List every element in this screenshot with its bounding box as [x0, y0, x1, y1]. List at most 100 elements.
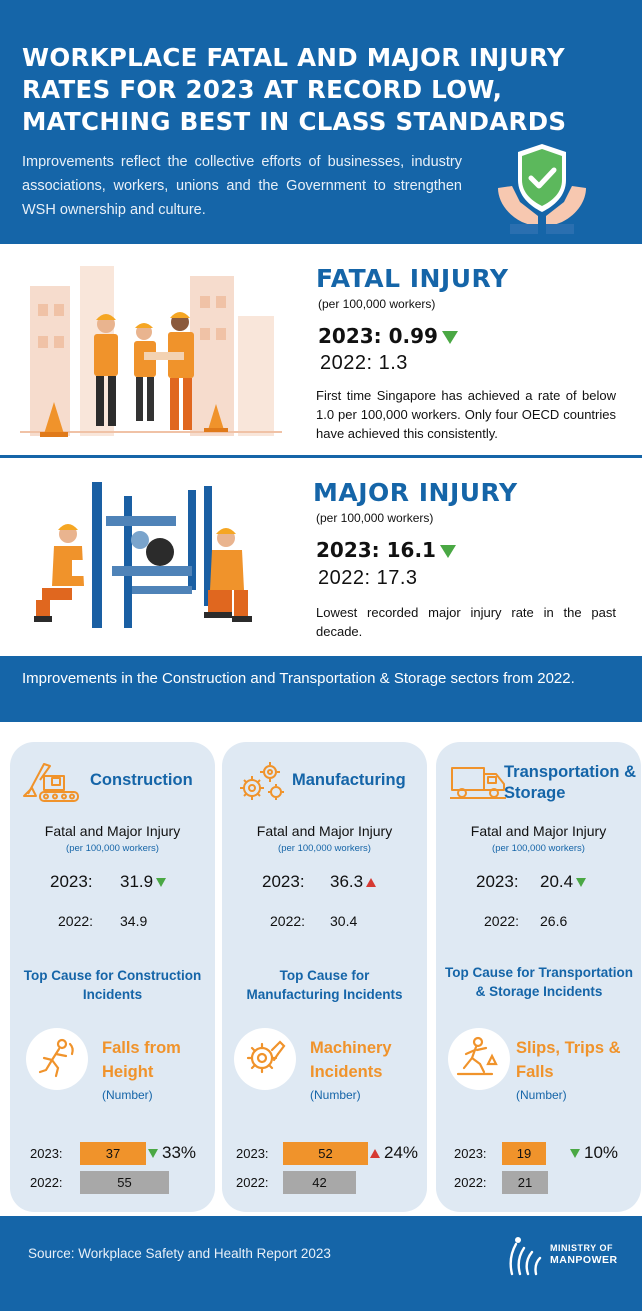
header-subtitle: Improvements reflect the collective effo…: [22, 154, 462, 218]
machinery-workers-illustration: [34, 482, 252, 628]
fatal-injury-section: FATAL INJURY (per 100,000 workers) 2023:…: [0, 244, 642, 456]
sector-card-transportation: Transportation & Storage Fatal and Major…: [436, 742, 641, 1212]
major-description: Lowest recorded major injury rate in the…: [316, 605, 616, 639]
cause-name: Machinery Incidents: [310, 1039, 392, 1081]
down-arrow-icon: [570, 1149, 580, 1159]
cause-name: Falls from Height: [102, 1039, 181, 1081]
sector-name: Manufacturing: [292, 771, 406, 789]
down-arrow-icon: [148, 1149, 158, 1159]
pct-change-value: 33%: [162, 1143, 197, 1162]
bar-2022-label: 2022:: [454, 1175, 487, 1190]
fmi-per-line: (per 100,000 workers): [66, 843, 159, 854]
falling-person-icon: [38, 1038, 74, 1078]
top-cause-label: Top Cause for Construction Incidents: [23, 968, 202, 1002]
bar-2022: 42: [283, 1171, 356, 1194]
major-2022-stat: 2022: 17.3: [318, 567, 418, 589]
fatal-injury-title: FATAL INJURY: [316, 264, 509, 293]
bar-2023-label: 2023:: [454, 1146, 487, 1161]
fatal-2023-value: 2023: 0.99: [318, 324, 438, 348]
sector-card-construction: Construction Fatal and Major Injury (per…: [10, 742, 215, 1212]
truck-icon: [450, 767, 506, 799]
fmi-2022-value: 34.9: [120, 913, 148, 929]
fmi-2022-value: 26.6: [540, 913, 568, 929]
bar-2023-label: 2023:: [236, 1146, 269, 1161]
improvements-band: Improvements in the Construction and Tra…: [0, 656, 642, 722]
number-label: (Number): [102, 1088, 153, 1102]
source-text: Source: Workplace Safety and Health Repo…: [28, 1246, 331, 1261]
fatal-2023-stat: 2023: 0.99: [318, 324, 458, 348]
pct-change: 10%: [570, 1143, 618, 1163]
gears-icon: [240, 762, 284, 800]
fmi-2022-label: 2022:: [484, 913, 520, 929]
fmi-2022-value: 30.4: [330, 913, 358, 929]
fmi-2022-label: 2022:: [58, 913, 94, 929]
up-arrow-icon: [370, 1149, 380, 1159]
fmi-label: Fatal and Major Injury: [470, 823, 607, 839]
bar-2022: 21: [502, 1171, 548, 1194]
fmi-label: Fatal and Major Injury: [44, 823, 181, 839]
cause-icon-circle: [234, 1028, 296, 1090]
down-arrow-icon: [576, 878, 587, 888]
logo-line-1: MINISTRY OF: [550, 1243, 614, 1253]
logo-text: MINISTRY OF MANPOWER: [550, 1242, 618, 1266]
bar-2023: 37: [80, 1142, 146, 1165]
bar-2022: 55: [80, 1171, 169, 1194]
down-arrow-icon: [156, 878, 167, 888]
bar-2022-label: 2022:: [30, 1175, 63, 1190]
sector-card-manufacturing: Manufacturing Fatal and Major Injury (pe…: [222, 742, 427, 1212]
page-title: WORKPLACE FATAL AND MAJOR INJURY RATES F…: [22, 42, 632, 138]
shield-check-hands-icon: [498, 144, 586, 234]
title-line-3: MATCHING BEST IN CLASS STANDARDS: [22, 107, 567, 136]
fmi-2022-label: 2022:: [270, 913, 306, 929]
sector-name: Transportation & Storage: [504, 763, 637, 802]
fmi-per-line: (per 100,000 workers): [492, 843, 585, 854]
fmi-2023-label: 2023:: [50, 872, 93, 891]
major-2023-value: 2023: 16.1: [316, 538, 436, 562]
bar-2023: 52: [283, 1142, 368, 1165]
slipping-person-icon: [456, 1036, 498, 1076]
up-arrow-icon: [366, 878, 377, 888]
fmi-2023-label: 2023:: [476, 872, 519, 891]
construction-workers-illustration: [20, 266, 282, 437]
pct-change: 24%: [370, 1143, 418, 1163]
major-per-line: (per 100,000 workers): [316, 511, 434, 525]
number-label: (Number): [310, 1088, 361, 1102]
fmi-2023-value: 36.3: [330, 872, 364, 891]
logo-line-2: MANPOWER: [550, 1254, 618, 1266]
bar-2023-label: 2023:: [30, 1146, 63, 1161]
sector-cards: Construction Fatal and Major Injury (per…: [0, 722, 642, 1216]
pct-change-value: 24%: [384, 1143, 419, 1162]
top-cause-label: Top Cause for Manufacturing Incidents: [246, 968, 403, 1002]
pct-change-value: 10%: [584, 1143, 619, 1162]
fatal-per-line: (per 100,000 workers): [318, 297, 436, 311]
fatal-description: First time Singapore has achieved a rate…: [316, 388, 616, 441]
fatal-2022-stat: 2022: 1.3: [320, 352, 408, 374]
bar-2022-label: 2022:: [236, 1175, 269, 1190]
fmi-2023-value: 20.4: [540, 872, 574, 891]
mom-logo-icon: [509, 1237, 542, 1276]
fmi-2023-stat: 20.4: [540, 872, 587, 892]
footer: Source: Workplace Safety and Health Repo…: [0, 1216, 642, 1311]
header-banner: WORKPLACE FATAL AND MAJOR INJURY RATES F…: [0, 0, 642, 244]
cause-icon-circle: [448, 1028, 510, 1090]
excavator-icon: [23, 763, 79, 802]
section-divider: [0, 455, 642, 458]
fmi-label: Fatal and Major Injury: [256, 823, 393, 839]
improvements-text: Improvements in the Construction and Tra…: [22, 670, 575, 687]
cause-name: Slips, Trips & Falls: [516, 1039, 621, 1081]
major-2023-stat: 2023: 16.1: [316, 538, 456, 562]
sector-name: Construction: [90, 771, 193, 789]
cause-icon-circle: [26, 1028, 88, 1090]
major-injury-title: MAJOR INJURY: [313, 478, 518, 507]
number-label: (Number): [516, 1088, 567, 1102]
fmi-2023-label: 2023:: [262, 872, 305, 891]
top-cause-label: Top Cause for Transportation & Storage I…: [444, 965, 633, 999]
fmi-2023-stat: 36.3: [330, 872, 377, 892]
fmi-per-line: (per 100,000 workers): [278, 843, 371, 854]
title-line-2: RATES FOR 2023 AT RECORD LOW,: [22, 75, 503, 104]
fmi-2023-value: 31.9: [120, 872, 154, 891]
major-injury-section: MAJOR INJURY (per 100,000 workers) 2023:…: [0, 458, 642, 656]
fmi-2023-stat: 31.9: [120, 872, 167, 892]
machinery-hand-icon: [246, 1040, 286, 1074]
title-line-1: WORKPLACE FATAL AND MAJOR INJURY: [22, 43, 565, 72]
